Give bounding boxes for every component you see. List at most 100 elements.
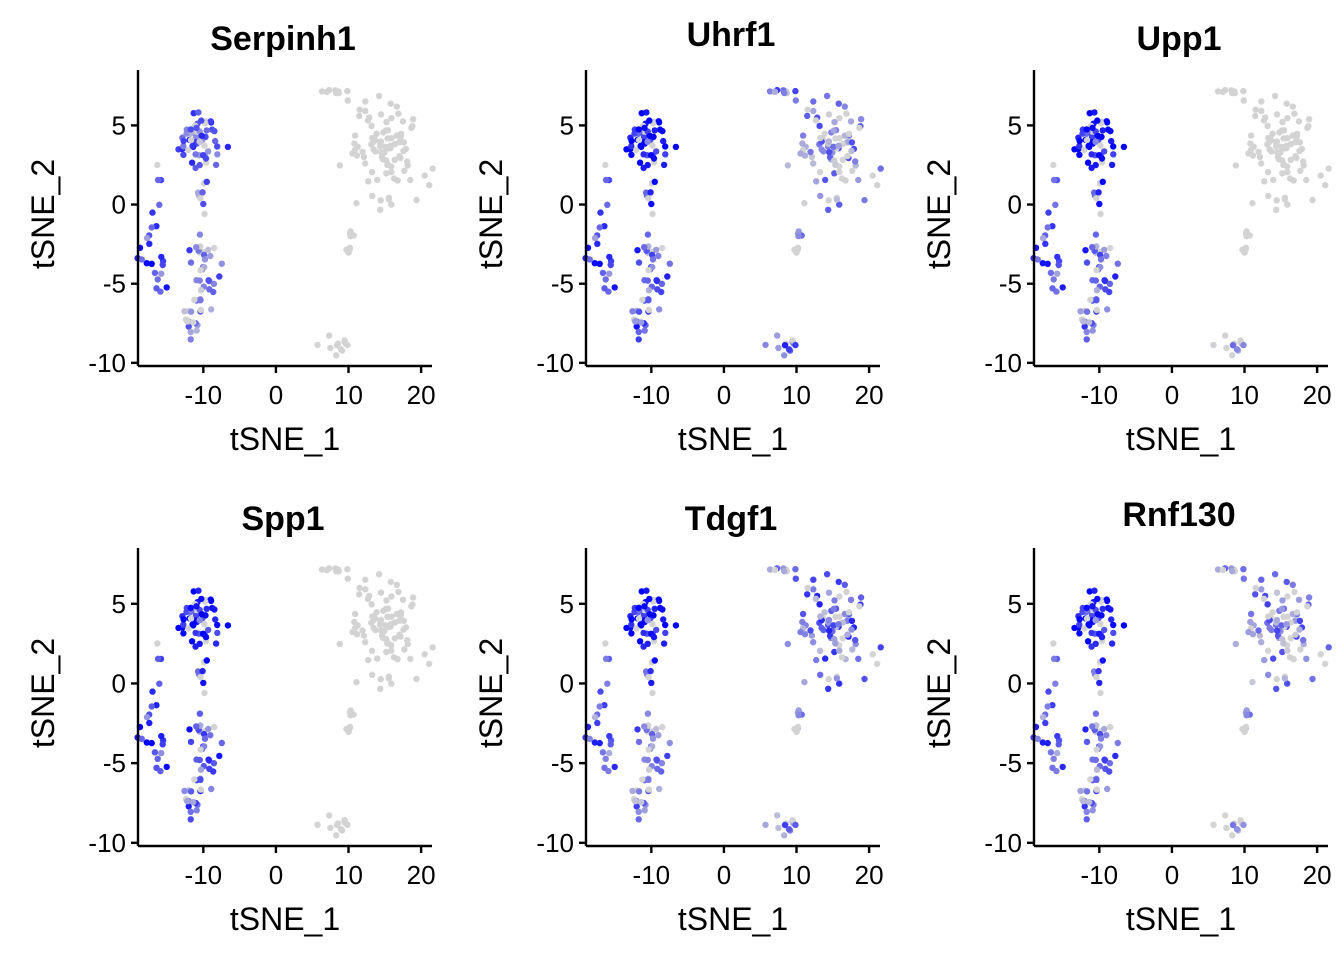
y-tick-label: 5 — [560, 110, 574, 140]
cell-point — [662, 621, 669, 629]
cell-point — [635, 308, 643, 315]
cell-point — [1076, 621, 1083, 628]
cell-point — [1293, 130, 1301, 137]
cell-point — [1092, 138, 1099, 145]
cell-point — [1286, 175, 1294, 182]
cell-point — [196, 710, 204, 717]
cell-point — [799, 618, 806, 626]
cell-point — [634, 247, 641, 254]
cell-point — [388, 647, 395, 654]
cell-point — [1317, 651, 1324, 658]
cell-point — [847, 118, 855, 125]
cell-point — [1097, 210, 1104, 218]
cell-point — [1264, 122, 1271, 130]
cell-point — [1059, 763, 1066, 771]
cell-point — [224, 622, 232, 629]
cell-point — [216, 273, 223, 280]
cell-point — [1223, 344, 1230, 352]
cell-point — [1232, 640, 1240, 648]
cell-point — [1042, 719, 1049, 727]
cell-point — [822, 655, 829, 662]
cell-point — [148, 703, 155, 710]
cell-point — [1258, 98, 1265, 105]
cell-point — [825, 197, 832, 204]
cell-point — [1093, 306, 1101, 314]
cell-point — [187, 328, 194, 336]
cell-point — [327, 824, 334, 832]
cell-point — [154, 640, 161, 647]
cell-point — [1097, 142, 1104, 149]
cell-point — [628, 630, 635, 637]
cell-point — [855, 655, 862, 662]
x-tick-label: -10 — [1081, 860, 1119, 890]
cell-point — [795, 232, 802, 240]
cell-point — [1325, 644, 1332, 651]
cell-point — [327, 344, 334, 352]
cell-point — [1087, 296, 1094, 303]
cell-point — [1229, 568, 1236, 575]
cell-point — [1284, 135, 1291, 142]
cell-point — [407, 655, 414, 662]
cell-point — [591, 739, 598, 746]
cell-point — [195, 587, 202, 594]
cell-point — [192, 151, 199, 158]
cell-point — [848, 626, 855, 633]
x-axis-label: tSNE_1 — [1126, 421, 1236, 457]
cell-point — [1097, 256, 1105, 263]
cell-point — [1284, 613, 1291, 620]
cell-point — [801, 200, 808, 207]
cell-point — [197, 786, 204, 793]
cell-point — [1083, 136, 1091, 144]
cell-point — [836, 680, 843, 687]
cell-point — [341, 337, 348, 344]
cell-point — [1093, 287, 1101, 294]
cell-point — [190, 588, 197, 595]
x-tick-label: 20 — [855, 860, 884, 890]
cell-point — [197, 673, 204, 681]
cell-point — [205, 725, 212, 733]
cell-point — [1055, 741, 1062, 748]
cell-point — [212, 161, 220, 169]
cell-point — [333, 342, 341, 349]
cell-point — [356, 584, 363, 592]
cell-point — [1291, 588, 1298, 596]
cell-point — [198, 117, 205, 124]
cell-point — [1252, 584, 1259, 592]
cell-point — [1322, 660, 1329, 667]
cell-point — [784, 640, 791, 648]
cell-point — [214, 621, 221, 629]
cell-point — [390, 654, 398, 661]
cell-point — [154, 655, 162, 662]
cell-point — [766, 88, 774, 95]
cell-point — [771, 566, 779, 574]
cell-point — [1258, 160, 1265, 167]
cell-point — [187, 604, 194, 611]
cell-point — [185, 146, 192, 154]
cell-point — [1050, 655, 1058, 662]
cell-point — [187, 615, 195, 622]
cell-point — [1039, 260, 1047, 267]
x-tick-label: 20 — [855, 380, 884, 410]
cell-point — [1052, 201, 1059, 208]
cell-point — [158, 253, 165, 261]
x-tick-label: 0 — [269, 860, 283, 890]
cell-point — [1103, 118, 1110, 125]
cell-point — [197, 306, 204, 314]
cell-point — [187, 808, 194, 815]
cell-point — [1103, 252, 1110, 260]
cell-point — [186, 247, 193, 254]
cell-point — [1258, 586, 1265, 593]
cell-point — [1083, 336, 1090, 343]
cell-point — [356, 591, 363, 598]
cell-point — [611, 763, 618, 771]
cell-point — [391, 156, 398, 163]
cell-point — [1296, 139, 1304, 146]
cell-point — [197, 776, 204, 783]
cell-point — [1293, 609, 1301, 616]
cell-point — [649, 620, 656, 628]
cell-point — [1081, 146, 1088, 154]
cell-point — [672, 622, 680, 629]
cell-point — [825, 206, 832, 213]
cell-point — [644, 277, 651, 284]
